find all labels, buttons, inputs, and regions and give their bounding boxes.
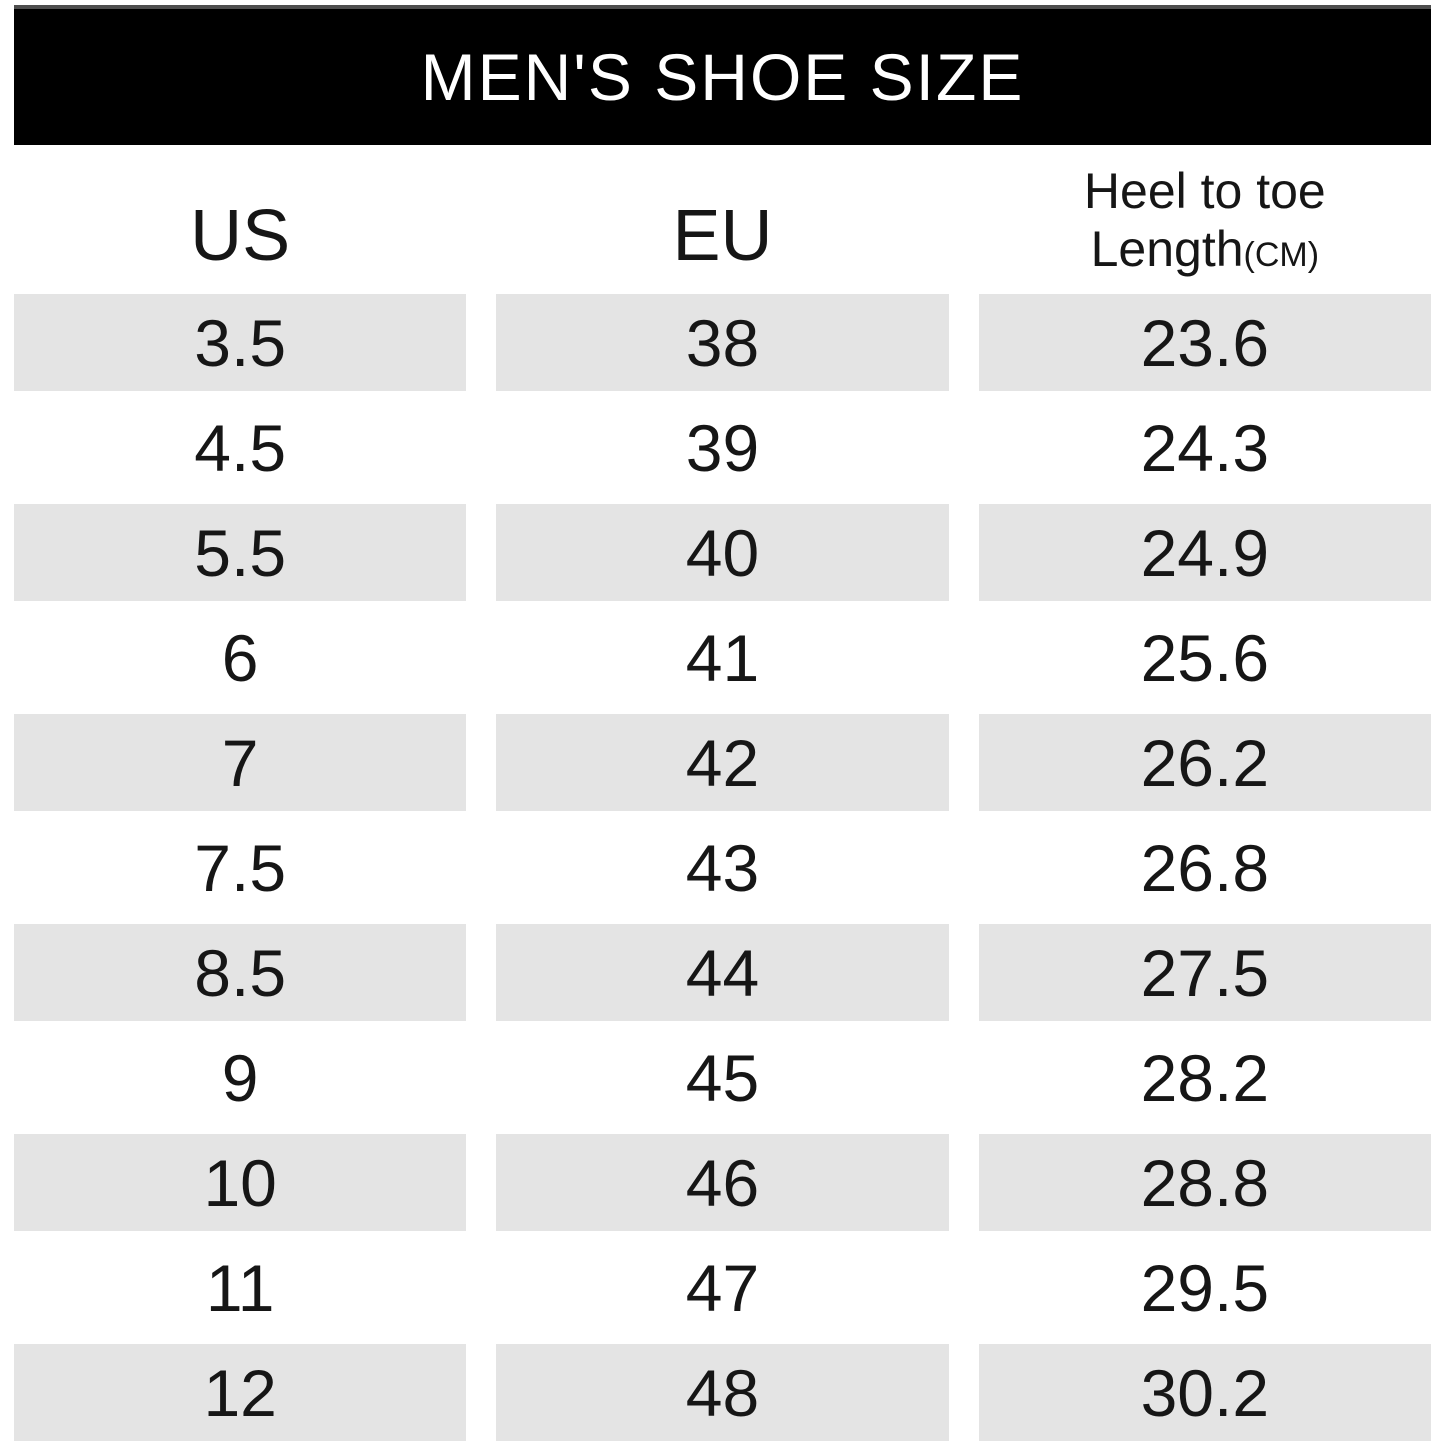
chart-title: MEN'S SHOE SIZE bbox=[420, 40, 1025, 114]
length-cm-cell: 23.6 bbox=[978, 294, 1431, 391]
length-cm-cell: 26.8 bbox=[1140, 830, 1270, 905]
table-row: 7.5 43 26.8 bbox=[14, 815, 1431, 920]
column-header-length-line1: Heel to toe bbox=[1083, 163, 1326, 219]
table-row: 9 45 28.2 bbox=[14, 1025, 1431, 1130]
us-size-cell: 8.5 bbox=[14, 924, 467, 1021]
us-size-cell: 10 bbox=[14, 1134, 467, 1231]
column-header-length-label: Length bbox=[1090, 221, 1244, 277]
table-row: 6 41 25.6 bbox=[14, 605, 1431, 710]
eu-size-cell: 45 bbox=[685, 1040, 760, 1115]
eu-size-cell: 47 bbox=[685, 1250, 760, 1325]
column-header-length-line2: Length(CM) bbox=[979, 220, 1431, 278]
table-row: 8.5 44 27.5 bbox=[14, 920, 1431, 1025]
eu-size-cell: 41 bbox=[685, 620, 760, 695]
length-cm-cell: 29.5 bbox=[1140, 1250, 1270, 1325]
table-row: 7 42 26.2 bbox=[14, 710, 1431, 815]
table-row: 10 46 28.8 bbox=[14, 1130, 1431, 1235]
column-header-length: Heel to toe Length(CM) bbox=[979, 162, 1431, 290]
table-row: 3.5 38 23.6 bbox=[14, 290, 1431, 395]
column-headers: US EU Heel to toe Length(CM) bbox=[14, 145, 1431, 290]
length-cm-cell: 24.9 bbox=[978, 504, 1431, 601]
length-cm-cell: 26.2 bbox=[978, 714, 1431, 811]
length-cm-cell: 28.8 bbox=[978, 1134, 1431, 1231]
table-row: 5.5 40 24.9 bbox=[14, 500, 1431, 605]
column-header-eu: EU bbox=[672, 196, 773, 276]
us-size-cell: 12 bbox=[14, 1344, 467, 1441]
table-row: 11 47 29.5 bbox=[14, 1235, 1431, 1340]
column-header-us: US bbox=[190, 196, 291, 276]
us-size-cell: 4.5 bbox=[194, 410, 287, 485]
length-cm-cell: 27.5 bbox=[978, 924, 1431, 1021]
eu-size-cell: 42 bbox=[496, 714, 949, 811]
length-cm-cell: 24.3 bbox=[1140, 410, 1270, 485]
eu-size-cell: 39 bbox=[685, 410, 760, 485]
us-size-cell: 5.5 bbox=[14, 504, 467, 601]
eu-size-cell: 40 bbox=[496, 504, 949, 601]
column-header-length-unit: (CM) bbox=[1243, 236, 1320, 274]
us-size-cell: 9 bbox=[221, 1040, 259, 1115]
length-cm-cell: 28.2 bbox=[1140, 1040, 1270, 1115]
eu-size-cell: 44 bbox=[496, 924, 949, 1021]
eu-size-cell: 43 bbox=[685, 830, 760, 905]
us-size-cell: 7 bbox=[14, 714, 467, 811]
us-size-cell: 7.5 bbox=[194, 830, 287, 905]
table-row: 12 48 30.2 bbox=[14, 1340, 1431, 1445]
us-size-cell: 11 bbox=[205, 1250, 275, 1325]
chart-title-bar: MEN'S SHOE SIZE bbox=[14, 5, 1431, 145]
length-cm-cell: 25.6 bbox=[1140, 620, 1270, 695]
eu-size-cell: 46 bbox=[496, 1134, 949, 1231]
us-size-cell: 6 bbox=[221, 620, 259, 695]
us-size-cell: 3.5 bbox=[14, 294, 467, 391]
eu-size-cell: 38 bbox=[496, 294, 949, 391]
table-row: 4.5 39 24.3 bbox=[14, 395, 1431, 500]
length-cm-cell: 30.2 bbox=[978, 1344, 1431, 1441]
eu-size-cell: 48 bbox=[496, 1344, 949, 1441]
size-table-body: 3.5 38 23.6 4.5 39 24.3 5.5 40 24.9 6 41… bbox=[14, 290, 1431, 1445]
